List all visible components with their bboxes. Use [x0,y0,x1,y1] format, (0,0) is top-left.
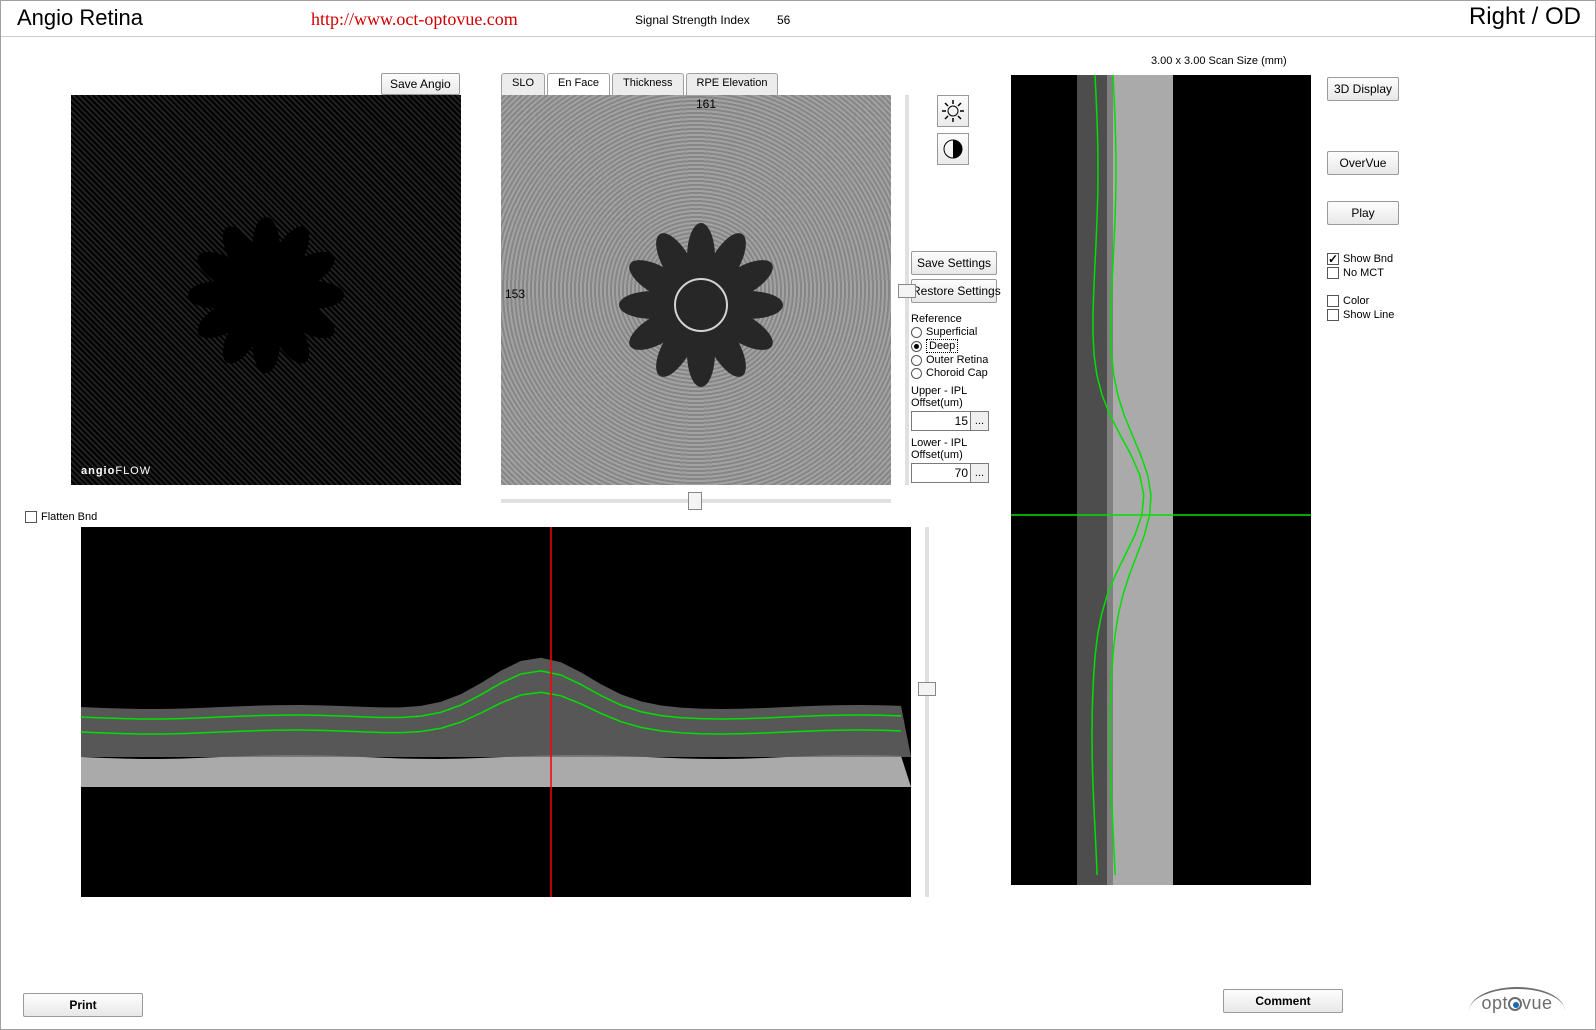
tab-thickness[interactable]: Thickness [612,73,684,95]
flatten-bnd-checkbox[interactable]: Flatten Bnd [25,511,97,523]
reference-superficial[interactable]: Superficial [911,326,1001,338]
restore-settings-button[interactable]: Restore Settings [911,279,997,303]
reference-outer-retina[interactable]: Outer Retina [911,354,1001,366]
settings-column: Save Settings Restore Settings Reference… [911,251,1001,483]
flatten-bnd-group: Flatten Bnd [25,509,97,525]
app-title: Angio Retina [17,5,143,31]
print-button[interactable]: Print [23,993,143,1017]
angio-image[interactable] [71,95,461,485]
lower-offset-label: Lower - IPL Offset(um) [911,437,1001,461]
header-url: http://www.oct-optovue.com [311,9,518,30]
upper-offset-label: Upper - IPL Offset(um) [911,385,1001,409]
upper-offset-picker[interactable]: ... [971,411,989,431]
display-icon-column [937,95,977,171]
tab-en-face[interactable]: En Face [547,73,610,95]
lower-offset-group: Lower - IPL Offset(um) 70 ... [911,437,1001,483]
3d-display-button[interactable]: 3D Display [1327,77,1399,101]
comment-button[interactable]: Comment [1223,989,1343,1013]
bscan-horizontal[interactable] [81,527,911,897]
lower-offset-input[interactable]: 70 [911,463,971,483]
play-button[interactable]: Play [1327,201,1399,225]
header: Angio Retina http://www.oct-optovue.com … [1,1,1595,37]
bscan-vertical[interactable] [1011,75,1311,885]
save-angio-button[interactable]: Save Angio [381,73,460,95]
color-checkbox[interactable]: Color [1327,295,1405,307]
reference-choroid-cap[interactable]: Choroid Cap [911,367,1001,379]
bscan-h-overlay [81,527,911,897]
bscan-h-slider-handle[interactable] [918,682,936,696]
reference-label: Reference [911,313,1001,325]
tab-slo[interactable]: SLO [501,73,545,95]
optovue-logo: optvue [1457,987,1577,1019]
bscan-v-overlay [1011,75,1311,885]
bscan-h-slider-track[interactable] [925,527,929,897]
right-control-column: 3D Display OverVue Play Show Bnd No MCT … [1327,77,1405,323]
tab-rpe-elevation[interactable]: RPE Elevation [686,73,779,95]
enface-h-slider-handle[interactable] [688,492,702,510]
save-settings-button[interactable]: Save Settings [911,251,997,275]
contrast-icon[interactable] [937,133,969,165]
scan-size-label: 3.00 x 3.00 Scan Size (mm) [1151,55,1287,67]
enface-image[interactable] [501,95,891,485]
upper-offset-input[interactable]: 15 [911,411,971,431]
ssi-value: 56 [777,13,790,27]
lower-offset-picker[interactable]: ... [971,463,989,483]
brightness-icon[interactable] [937,95,969,127]
show-line-checkbox[interactable]: Show Line [1327,309,1405,321]
no-mct-checkbox[interactable]: No MCT [1327,267,1405,279]
show-bnd-checkbox[interactable]: Show Bnd [1327,253,1405,265]
overvue-button[interactable]: OverVue [1327,151,1399,175]
angio-flower-overlay [71,95,461,485]
eye-label: Right / OD [1469,3,1581,31]
enface-v-slider-handle[interactable] [898,284,916,298]
reference-group: Reference Superficial Deep Outer Retina … [911,313,1001,379]
angioflow-watermark: angioFLOW [81,465,151,477]
enface-tabs: SLO En Face Thickness RPE Elevation [501,73,780,95]
enface-value-top: 161 [696,97,716,111]
enface-flower-overlay [501,95,891,485]
reference-deep[interactable]: Deep [911,339,1001,353]
enface-value-left: 153 [505,287,525,301]
ssi-label: Signal Strength Index [635,13,750,27]
upper-offset-group: Upper - IPL Offset(um) 15 ... [911,385,1001,431]
